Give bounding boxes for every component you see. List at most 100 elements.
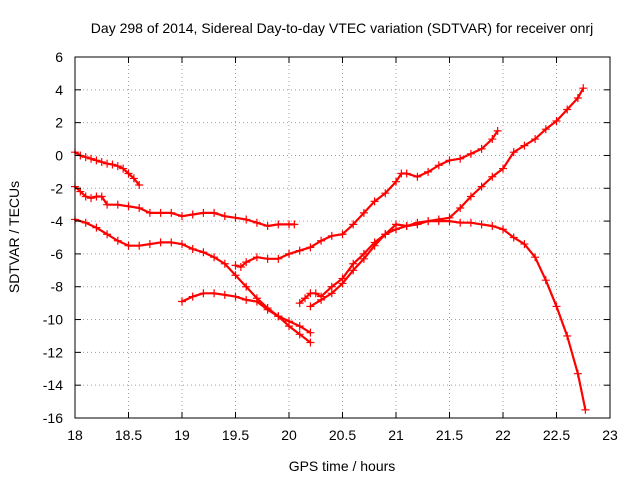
x-tick-label: 18 [67,427,83,443]
data-point [242,295,251,304]
data-point [135,180,144,189]
data-point [456,154,465,163]
data-point [220,212,229,221]
y-tick-label: -2 [51,180,64,196]
data-point [581,405,590,414]
data-point [552,116,561,125]
data-point [381,189,390,198]
data-point [76,187,85,196]
series-arc-4 [231,126,502,272]
data-point [499,225,507,234]
data-point [359,208,368,217]
y-tick-label: 4 [55,82,63,98]
data-point [135,203,144,212]
data-point [97,192,106,201]
data-point [129,174,138,183]
data-point [392,177,400,186]
data-point [370,241,379,250]
x-axis-label: GPS time / hours [289,458,396,474]
data-series-group [71,84,590,414]
data-point [92,223,101,232]
x-tick-label: 22.5 [543,427,570,443]
series-arc-1 [71,148,144,189]
data-point [220,290,229,299]
data-point [509,148,518,157]
data-point [188,244,197,253]
data-point [252,218,261,227]
data-point [317,236,326,245]
data-point [359,254,368,263]
data-point [231,213,240,222]
chart-title: Day 298 of 2014, Sidereal Day-to-day VTE… [91,20,593,36]
data-point [263,305,272,314]
data-point [402,222,411,231]
data-point [531,253,540,262]
data-point [434,217,443,226]
data-point [81,192,90,201]
data-point [338,230,347,239]
data-point [210,208,219,217]
data-point [579,84,588,93]
data-point [311,289,320,298]
data-point [108,160,117,169]
data-point [563,105,572,114]
data-point [199,208,208,217]
data-point [285,317,293,326]
series-arc-5 [178,289,315,337]
data-point [381,230,390,239]
data-point [156,238,165,247]
data-point [477,220,486,229]
x-tick-label: 19.5 [222,427,249,443]
data-point [135,241,144,250]
data-point [113,200,122,209]
data-point [295,299,304,308]
data-point [236,263,245,272]
data-point [252,253,261,262]
data-point [87,154,96,163]
series-arc-2 [71,182,299,231]
data-point [349,266,358,275]
data-point [87,194,96,203]
data-point [210,289,219,298]
series-trace [73,218,312,344]
data-point [231,261,240,270]
data-point [445,156,454,165]
data-point [231,292,240,301]
data-point [509,233,518,242]
y-tick-label: 2 [55,115,63,131]
data-point [456,218,465,227]
data-point [188,292,197,301]
y-tick-label: -10 [43,312,63,328]
data-point [295,330,304,339]
x-tick-label: 21 [388,427,404,443]
x-tick-label: 19 [174,427,190,443]
data-point [541,276,550,285]
data-point [295,322,304,331]
data-point [103,159,112,168]
data-point [456,203,465,212]
y-tick-label: -6 [51,246,64,262]
data-point [119,164,128,173]
y-tick-label: -8 [51,279,64,295]
data-point [338,279,347,288]
data-point [274,220,283,229]
data-point [242,258,251,267]
data-point [295,246,304,255]
data-point [113,162,122,171]
data-point [263,222,272,231]
data-point [220,259,229,268]
y-tick-label: -12 [43,344,63,360]
data-point [477,144,486,153]
y-tick-label: -14 [43,377,63,393]
data-point [445,217,454,226]
y-tick-label: -16 [43,410,63,426]
data-point [285,249,293,258]
data-point [392,220,400,229]
data-point [499,164,507,173]
x-tick-label: 22 [495,427,511,443]
data-point [103,200,112,209]
data-point [488,172,497,181]
data-point [145,208,154,217]
data-point [113,236,122,245]
